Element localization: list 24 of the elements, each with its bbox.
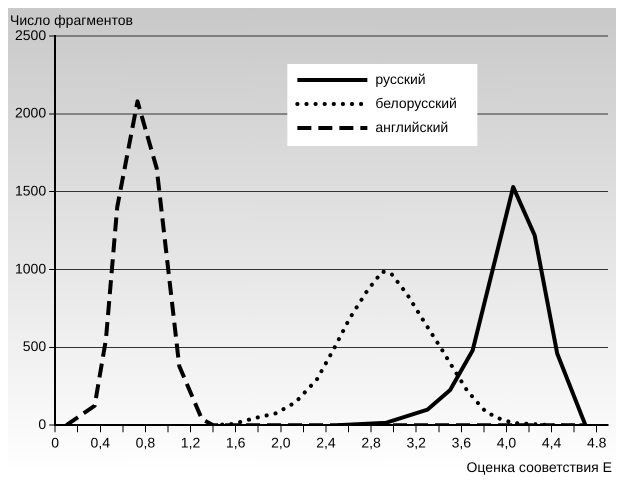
x-tick-label: 0 — [51, 434, 60, 450]
legend-label: английский — [375, 118, 448, 135]
x-tick-label: 2,8 — [361, 434, 382, 450]
x-tick-label: 4.8 — [586, 434, 607, 450]
x-axis-title: Оценка сооветствия E — [466, 458, 612, 475]
legend-label: белорусский — [375, 94, 457, 111]
x-tick-label: 0,4 — [90, 434, 110, 450]
x-tick-label: 3,2 — [406, 434, 426, 450]
y-tick-label: 2000 — [14, 104, 46, 121]
x-tick-label: 1,2 — [180, 434, 200, 450]
x-tick-label: 4,4 — [542, 434, 562, 450]
y-tick-label: 1500 — [14, 182, 46, 199]
legend-label: русский — [375, 70, 426, 87]
x-tick-label: 4,0 — [496, 434, 516, 450]
y-tick-label: 2500 — [14, 26, 46, 43]
x-tick-label: 1,6 — [226, 434, 246, 450]
x-tick-label: 0,8 — [136, 434, 156, 450]
x-tick-label: 2,4 — [316, 434, 336, 450]
y-tick-label: 0 — [38, 416, 46, 432]
y-axis-title: Число фрагментов — [10, 12, 133, 28]
x-tick-label: 3,6 — [452, 434, 472, 450]
y-tick-label: 1000 — [14, 260, 46, 276]
x-tick-label: 2,0 — [271, 434, 291, 450]
y-tick-label: 500 — [22, 338, 46, 354]
